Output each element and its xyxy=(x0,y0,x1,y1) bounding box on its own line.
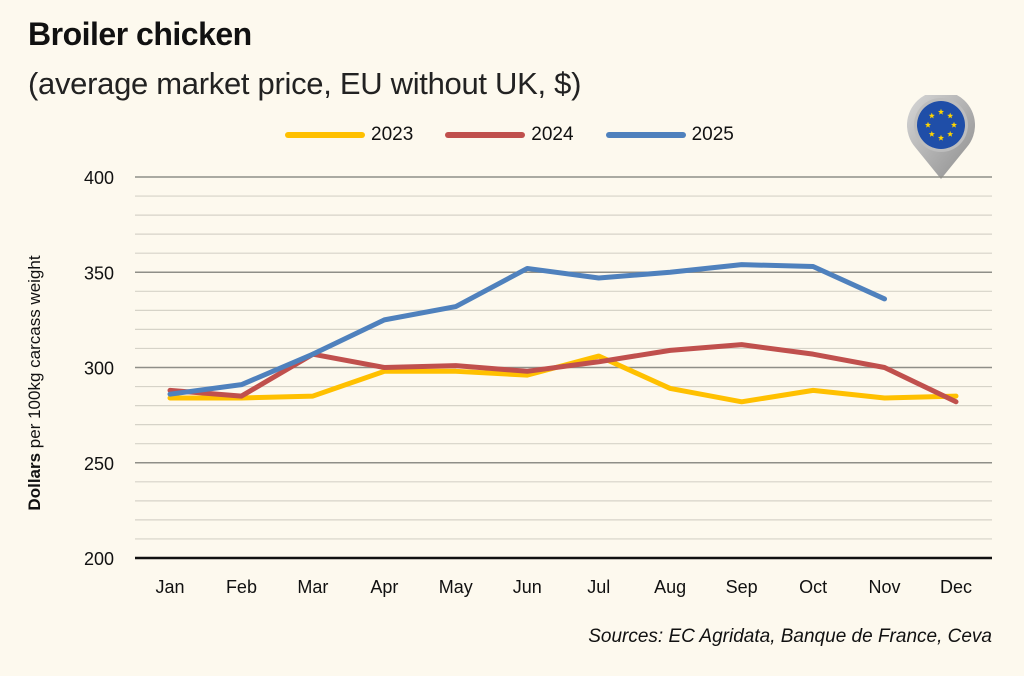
x-tick-label: Jun xyxy=(513,577,542,597)
legend-swatch-2025 xyxy=(605,132,686,138)
eu-star-icon xyxy=(947,112,954,119)
y-axis-ticks: 200 250 300 350 400 xyxy=(84,168,114,569)
source-note: Sources: EC Agridata, Banque de France, … xyxy=(588,626,992,647)
x-tick-label: Apr xyxy=(370,577,398,597)
chart-subtitle: (average market price, EU without UK, $) xyxy=(28,66,582,101)
y-axis-label-bold: Dollars xyxy=(25,452,44,511)
eu-star-icon xyxy=(924,121,932,128)
y-tick-label: 250 xyxy=(84,454,114,474)
chart-title: Broiler chicken xyxy=(28,16,252,52)
legend-label-2024: 2024 xyxy=(531,124,574,145)
legend: 2023 2024 2025 xyxy=(285,124,766,146)
legend-item-2023: 2023 xyxy=(285,124,413,146)
legend-label-2025: 2025 xyxy=(691,124,734,145)
x-tick-label: Mar xyxy=(297,577,328,597)
eu-star-icon xyxy=(928,130,935,137)
x-tick-label: Jul xyxy=(587,577,610,597)
legend-item-2024: 2024 xyxy=(445,124,574,146)
x-tick-label: Feb xyxy=(226,577,257,597)
y-axis-label-rest: per 100kg carcass weight xyxy=(25,255,44,453)
y-tick-label: 400 xyxy=(84,168,114,188)
eu-flag-pin-icon xyxy=(905,91,977,186)
y-tick-label: 200 xyxy=(84,549,114,569)
y-tick-label: 300 xyxy=(84,359,114,379)
eu-star-icon xyxy=(928,112,935,119)
x-tick-label: May xyxy=(439,577,473,597)
y-tick-label: 350 xyxy=(84,263,114,283)
series-lines xyxy=(167,262,959,405)
x-tick-label: Dec xyxy=(940,577,972,597)
eu-star-icon xyxy=(947,130,954,137)
eu-star-icon xyxy=(950,121,958,128)
eu-star-icon xyxy=(937,134,945,141)
legend-swatch-2023 xyxy=(285,132,365,138)
y-axis-label: Dollars per 100kg carcass weight xyxy=(25,255,45,510)
legend-label-2023: 2023 xyxy=(371,124,414,145)
x-tick-label: Nov xyxy=(869,577,901,597)
x-tick-label: Oct xyxy=(799,577,827,597)
x-tick-label: Sep xyxy=(726,577,758,597)
legend-item-2025: 2025 xyxy=(605,124,734,146)
eu-star-icon xyxy=(937,108,945,115)
x-tick-label: Jan xyxy=(155,577,184,597)
legend-swatch-2024 xyxy=(445,132,526,138)
x-tick-label: Aug xyxy=(654,577,686,597)
x-axis-ticks: Jan Feb Mar Apr May Jun Jul Aug Sep Oct Nov Dec xyxy=(155,577,972,597)
